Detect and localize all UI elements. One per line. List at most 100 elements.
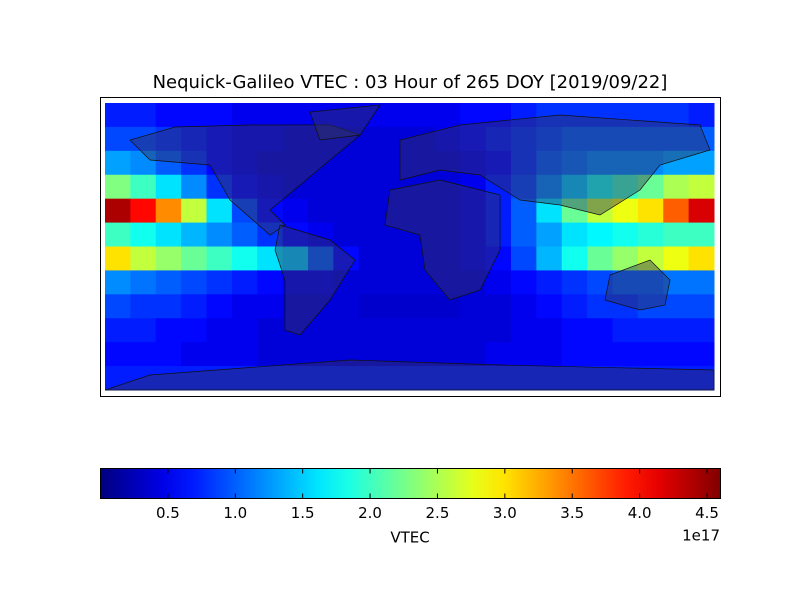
heat-cell bbox=[308, 198, 334, 224]
heat-cell bbox=[409, 126, 436, 152]
heat-cell bbox=[155, 342, 182, 367]
heat-cell bbox=[384, 342, 410, 367]
heat-cell bbox=[358, 103, 385, 128]
heat-cell bbox=[511, 294, 537, 319]
heat-cell bbox=[587, 294, 613, 319]
heat-cell bbox=[105, 198, 131, 224]
heat-cell bbox=[384, 246, 410, 271]
heat-cell bbox=[637, 198, 664, 224]
heat-cell bbox=[105, 126, 131, 152]
heat-cell bbox=[409, 174, 436, 200]
heat-cell bbox=[434, 318, 461, 343]
heat-cell bbox=[485, 366, 512, 391]
heat-cell bbox=[409, 270, 436, 295]
heat-cell bbox=[561, 318, 588, 343]
colorbar bbox=[100, 468, 721, 499]
heat-cell bbox=[181, 103, 207, 128]
heat-cell bbox=[155, 270, 182, 295]
heat-cell bbox=[206, 270, 233, 295]
heat-cell bbox=[612, 318, 639, 343]
heat-cell bbox=[333, 222, 360, 247]
heat-cell bbox=[181, 126, 207, 152]
colorbar-tick-label: 1.5 bbox=[291, 504, 315, 522]
heat-cell bbox=[434, 270, 461, 295]
heat-cell bbox=[181, 366, 207, 391]
heat-cell bbox=[612, 366, 639, 391]
heat-cell bbox=[663, 318, 690, 343]
heat-cell bbox=[587, 342, 613, 367]
heat-cell bbox=[536, 246, 563, 271]
heat-cell bbox=[257, 174, 284, 200]
heat-cell bbox=[485, 318, 512, 343]
heat-cell bbox=[105, 222, 131, 247]
heat-cell bbox=[308, 318, 334, 343]
heat-cell bbox=[181, 270, 207, 295]
heat-cell bbox=[511, 103, 537, 128]
heat-cell bbox=[105, 270, 131, 295]
heat-cell bbox=[561, 342, 588, 367]
colorbar-tick-label: 3.5 bbox=[560, 504, 584, 522]
heat-cell bbox=[358, 342, 385, 367]
heat-cell bbox=[561, 246, 588, 271]
heat-cell bbox=[688, 294, 715, 319]
heat-cell bbox=[231, 294, 258, 319]
heat-cell bbox=[257, 294, 284, 319]
heat-cell bbox=[358, 150, 385, 176]
heat-cell bbox=[561, 366, 588, 391]
heat-cell bbox=[536, 318, 563, 343]
heat-cell bbox=[308, 150, 334, 176]
heat-cell bbox=[130, 342, 157, 367]
heat-cell bbox=[105, 174, 131, 200]
heat-cell bbox=[409, 366, 436, 391]
heat-cell bbox=[105, 150, 131, 176]
heat-cell bbox=[587, 150, 613, 176]
heat-cell bbox=[155, 294, 182, 319]
heat-cell bbox=[409, 222, 436, 247]
heat-cell bbox=[282, 198, 309, 224]
heat-cell bbox=[561, 150, 588, 176]
heat-cell bbox=[282, 342, 309, 367]
colorbar-tick-label: 2.5 bbox=[426, 504, 450, 522]
land bbox=[309, 104, 381, 141]
heat-cell bbox=[130, 126, 157, 152]
heat-cell bbox=[434, 222, 461, 247]
heat-cell bbox=[130, 246, 157, 271]
heat-cell bbox=[231, 198, 258, 224]
heat-cell bbox=[333, 294, 360, 319]
heat-cell bbox=[155, 174, 182, 200]
heat-cell bbox=[384, 318, 410, 343]
heat-cell bbox=[105, 342, 131, 367]
heat-cell bbox=[485, 126, 512, 152]
map-frame bbox=[100, 97, 721, 397]
heat-cell bbox=[231, 222, 258, 247]
heat-cell bbox=[485, 294, 512, 319]
heat-cell bbox=[637, 318, 664, 343]
heat-cell bbox=[612, 222, 639, 247]
heat-cell bbox=[460, 222, 487, 247]
land bbox=[604, 259, 671, 311]
heat-cell bbox=[308, 174, 334, 200]
heat-cell bbox=[409, 294, 436, 319]
heat-cell bbox=[460, 150, 487, 176]
heat-cell bbox=[561, 222, 588, 247]
heat-cell bbox=[561, 294, 588, 319]
heat-cell bbox=[612, 198, 639, 224]
land bbox=[399, 114, 711, 216]
heat-cell bbox=[333, 103, 360, 128]
heat-cell bbox=[536, 222, 563, 247]
colorbar-tick-label: 3.0 bbox=[493, 504, 517, 522]
heat-cell bbox=[587, 198, 613, 224]
heat-cell bbox=[155, 150, 182, 176]
heat-cell bbox=[511, 174, 537, 200]
heatmap bbox=[105, 103, 715, 391]
heat-cell bbox=[688, 174, 715, 200]
heat-cell bbox=[206, 342, 233, 367]
heat-cell bbox=[282, 246, 309, 271]
heat-cell bbox=[308, 246, 334, 271]
heat-cell bbox=[536, 174, 563, 200]
heat-cell bbox=[358, 222, 385, 247]
heat-cell bbox=[587, 126, 613, 152]
heat-cell bbox=[561, 270, 588, 295]
heat-cell bbox=[384, 222, 410, 247]
heat-cell bbox=[333, 366, 360, 391]
